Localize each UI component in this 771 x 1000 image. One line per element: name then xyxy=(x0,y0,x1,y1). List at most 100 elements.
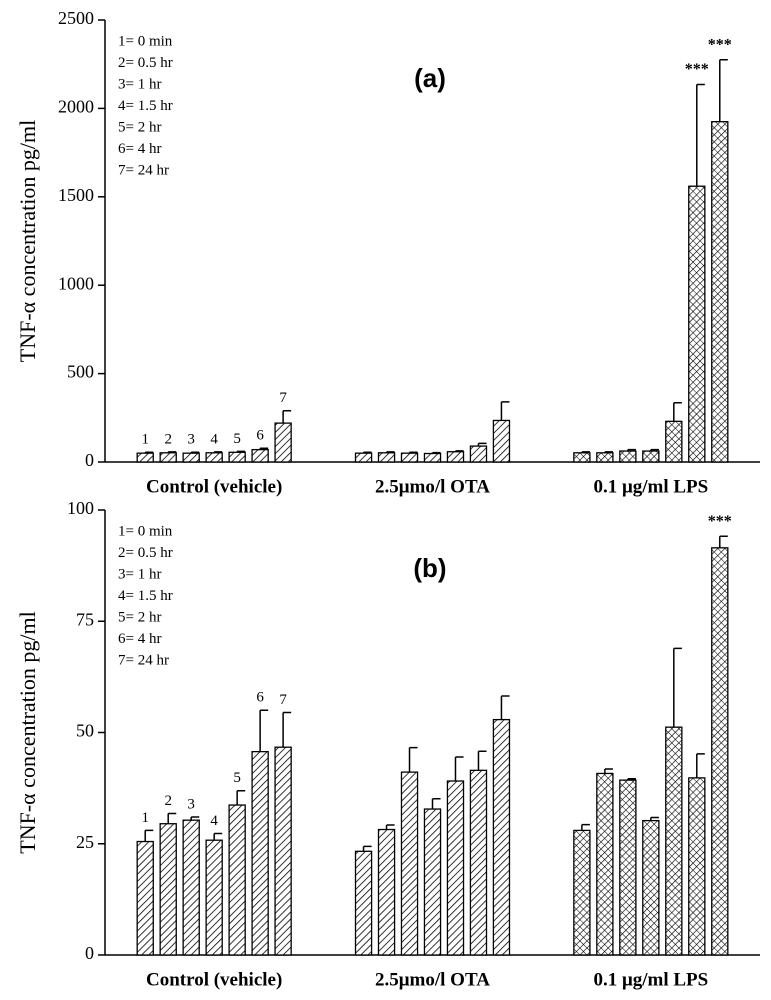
bar-label: 6 xyxy=(256,428,264,444)
error-bar xyxy=(362,451,372,454)
chart-title: (a) xyxy=(414,63,446,93)
bar xyxy=(711,121,729,463)
error-bar xyxy=(282,711,292,748)
error-bar xyxy=(673,647,682,728)
bar xyxy=(619,450,637,463)
bar-label: 7 xyxy=(279,390,287,406)
bar xyxy=(596,772,614,956)
y-tick-label: 0 xyxy=(85,450,94,470)
error-bar xyxy=(581,823,590,831)
bar xyxy=(274,422,292,463)
bar xyxy=(159,452,177,463)
legend-entry: 1= 0 min xyxy=(118,33,173,49)
error-bar xyxy=(190,451,200,454)
significance: *** xyxy=(708,513,732,530)
bar-label: 4 xyxy=(210,813,218,829)
bar-label: 6 xyxy=(256,690,264,706)
legend-entry: 3= 1 hr xyxy=(118,566,161,582)
legend-entry: 2= 0.5 hr xyxy=(118,55,173,71)
error-bar xyxy=(167,812,177,824)
bar xyxy=(377,828,396,956)
bar xyxy=(354,850,373,956)
x-tick-label: Control (vehicle) xyxy=(146,476,282,497)
y-tick-label: 2500 xyxy=(58,8,94,28)
bar-label: 1 xyxy=(141,810,149,826)
bar xyxy=(159,823,177,956)
legend-entry: 3= 1 hr xyxy=(118,76,161,92)
bar xyxy=(182,819,200,956)
bar xyxy=(446,780,465,956)
bar xyxy=(596,452,614,463)
y-tick-label: 75 xyxy=(76,609,94,629)
error-bar xyxy=(385,451,395,453)
bar-label: 5 xyxy=(233,770,241,786)
error-bar xyxy=(431,798,441,810)
bar xyxy=(251,448,269,463)
error-bar xyxy=(236,450,246,453)
bar xyxy=(136,452,154,463)
x-tick-label: 0.1 μg/ml LPS xyxy=(593,476,708,497)
bar xyxy=(205,839,223,956)
error-bar xyxy=(385,824,395,830)
error-bar xyxy=(581,451,590,453)
error-bar xyxy=(259,709,269,752)
error-bar xyxy=(477,750,487,771)
error-bar xyxy=(604,451,613,453)
significance: *** xyxy=(685,61,709,78)
y-tick-label: 0 xyxy=(85,943,94,963)
bar-label: 3 xyxy=(187,432,195,448)
error-bar xyxy=(696,753,705,778)
chart-title: (b) xyxy=(413,553,446,583)
y-axis-label: TNF-α concentration pg/ml xyxy=(15,120,40,362)
bar xyxy=(492,419,511,463)
y-tick-label: 100 xyxy=(67,498,94,518)
x-tick-label: 2.5μmo/l OTA xyxy=(375,476,490,497)
bar xyxy=(573,452,591,463)
significance: *** xyxy=(708,36,732,53)
legend-entry: 7= 24 hr xyxy=(118,162,169,178)
bar xyxy=(377,452,396,463)
error-bar xyxy=(167,451,177,453)
bar xyxy=(665,420,683,463)
error-bar xyxy=(431,451,441,454)
error-bar xyxy=(627,778,636,781)
error-bar xyxy=(144,829,154,842)
bar xyxy=(228,451,246,463)
legend-entry: 6= 4 hr xyxy=(118,141,161,157)
legend-entry: 1= 0 min xyxy=(118,523,173,539)
bar-label: 3 xyxy=(187,796,195,812)
y-axis-label: TNF-α concentration pg/ml xyxy=(15,611,40,853)
error-bar xyxy=(213,832,223,841)
error-bar xyxy=(500,401,510,421)
error-bar xyxy=(362,845,372,852)
bar xyxy=(665,726,683,956)
bar xyxy=(354,452,373,463)
bar xyxy=(400,771,419,956)
error-bar xyxy=(454,450,464,452)
bar xyxy=(205,452,223,463)
bar-label: 4 xyxy=(210,431,218,447)
error-bar xyxy=(500,695,510,720)
x-tick-label: 0.1 μg/ml LPS xyxy=(593,969,708,990)
y-tick-label: 1500 xyxy=(58,185,94,205)
y-tick-label: 1000 xyxy=(58,273,94,293)
legend-entry: 2= 0.5 hr xyxy=(118,545,173,561)
error-bar xyxy=(259,447,269,450)
x-tick-label: 2.5μmo/l OTA xyxy=(375,969,490,990)
bar-label: 2 xyxy=(164,793,172,809)
bar xyxy=(469,769,488,956)
legend-entry: 7= 24 hr xyxy=(118,652,169,668)
legend-entry: 5= 2 hr xyxy=(118,609,161,625)
bar xyxy=(573,829,591,956)
error-bar xyxy=(213,451,223,453)
error-bar xyxy=(696,83,705,187)
bar xyxy=(642,450,660,463)
y-tick-label: 25 xyxy=(76,832,94,852)
error-bar xyxy=(719,59,728,122)
bar xyxy=(400,452,419,463)
legend-entry: 6= 4 hr xyxy=(118,631,161,647)
bar xyxy=(642,819,660,956)
bar-label: 2 xyxy=(164,431,172,447)
error-bar xyxy=(673,402,682,422)
